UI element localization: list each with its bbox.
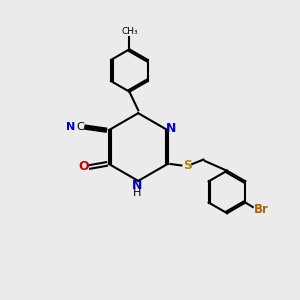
- Text: N: N: [132, 179, 142, 192]
- Text: N: N: [66, 122, 76, 132]
- Text: Br: Br: [254, 202, 269, 215]
- Text: H: H: [133, 188, 141, 198]
- Text: S: S: [183, 159, 192, 172]
- Text: CH₃: CH₃: [121, 26, 138, 35]
- Text: N: N: [166, 122, 176, 135]
- Text: O: O: [78, 160, 88, 173]
- Text: C: C: [76, 122, 84, 132]
